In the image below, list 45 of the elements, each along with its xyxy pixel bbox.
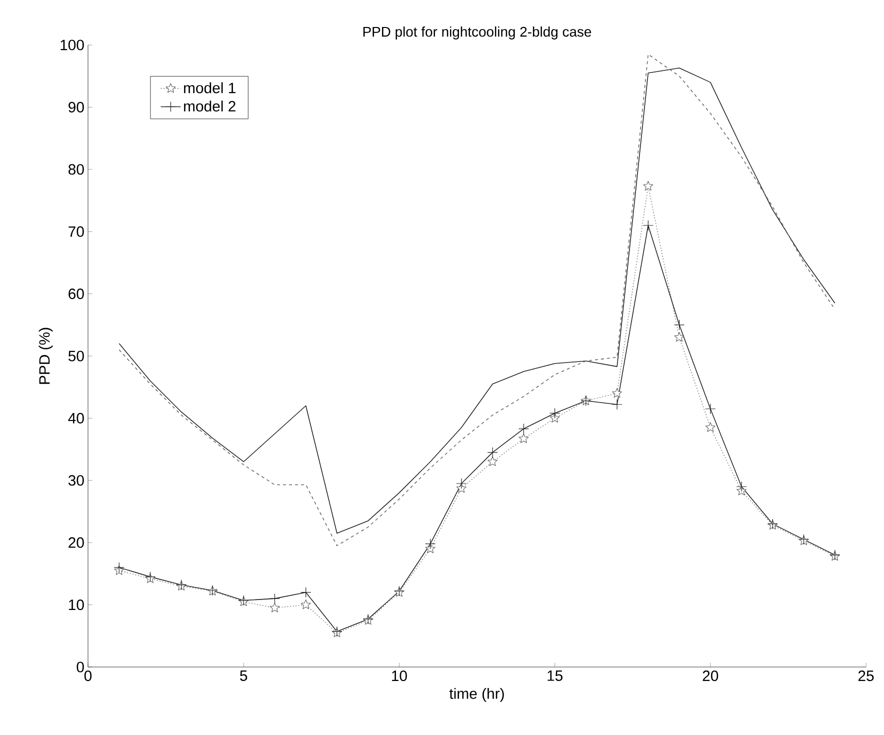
y-tick-label: 80: [68, 164, 84, 175]
point: [705, 422, 716, 432]
point: [642, 220, 654, 231]
y-axis-title: PPD (%): [38, 328, 53, 384]
x-tick-label: 25: [858, 670, 874, 682]
point: [643, 180, 654, 191]
y-tick-label: 70: [68, 226, 84, 237]
y-tick-label: 90: [68, 102, 84, 112]
point: [518, 423, 529, 434]
y-tick-label: 100: [60, 40, 84, 50]
point: [456, 478, 467, 489]
x-tick-label: 15: [548, 670, 562, 681]
point: [518, 433, 529, 444]
x-tick-label: 0: [84, 670, 92, 682]
point: [550, 412, 560, 423]
chart-title: PPD plot for nightcooling 2-bldg case: [363, 26, 592, 40]
y-tick-label: 60: [68, 288, 84, 300]
legend-label: model 1: [184, 82, 236, 94]
x-tick-label: 5: [240, 670, 248, 681]
y-tick-label: 20: [68, 537, 84, 548]
point: [612, 399, 622, 410]
y-tick-label: 30: [68, 475, 84, 486]
legend-label: model 2: [184, 100, 236, 112]
point: [114, 562, 124, 573]
point: [425, 544, 436, 554]
y-tick-label: 50: [68, 350, 84, 362]
point: [425, 538, 436, 550]
x-tick-label: 10: [392, 670, 407, 682]
x-axis-title: time (hr): [449, 688, 504, 702]
point: [674, 320, 685, 330]
point: [269, 593, 280, 604]
point: [487, 447, 498, 458]
point: [612, 388, 622, 398]
y-tick-label: 40: [68, 412, 84, 424]
x-tick-label: 20: [702, 670, 718, 682]
y-tick-label: 10: [69, 600, 84, 610]
point: [270, 602, 280, 612]
y-tick-label: 0: [76, 662, 84, 672]
point: [488, 456, 498, 466]
point: [550, 408, 560, 419]
point: [674, 332, 684, 342]
point: [736, 481, 747, 492]
point: [300, 587, 312, 598]
point: [300, 600, 311, 610]
point: [705, 404, 716, 414]
